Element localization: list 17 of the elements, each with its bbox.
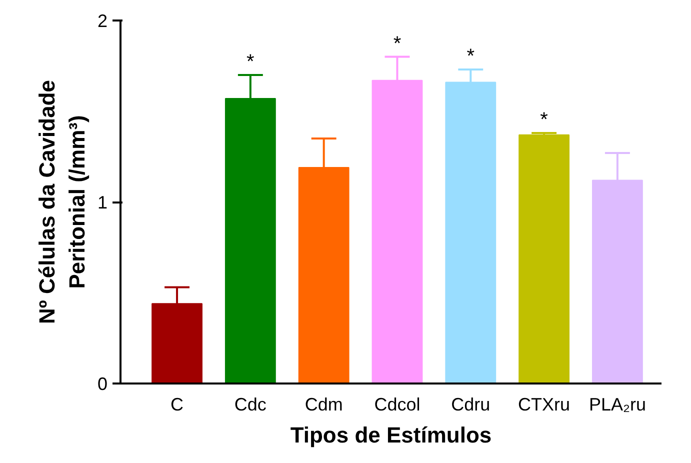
annotation: *	[246, 50, 255, 73]
y-tick-label: 2	[97, 11, 108, 31]
x-tick-label: PLA₂ru	[588, 394, 646, 414]
x-tick-label: Cdm	[304, 394, 343, 414]
x-tick-label: Cdc	[234, 394, 266, 414]
x-tick-label: C	[170, 394, 184, 414]
y-tick-label: 0	[97, 374, 108, 394]
x-tick-label: Cdru	[451, 394, 490, 414]
annotation: *	[540, 109, 548, 132]
bar	[518, 134, 570, 384]
x-tick-label: Cdcol	[374, 394, 420, 414]
annotation: *	[393, 32, 402, 55]
y-tick-label: 1	[97, 192, 108, 212]
x-tick-label: CTXru	[518, 394, 570, 414]
annotation: *	[466, 46, 475, 68]
y-axis-title: Nº Células da Cavidade Peritonial (/mm³)	[34, 80, 90, 324]
x-axis-title: Tipos de Estímulos	[290, 422, 492, 448]
